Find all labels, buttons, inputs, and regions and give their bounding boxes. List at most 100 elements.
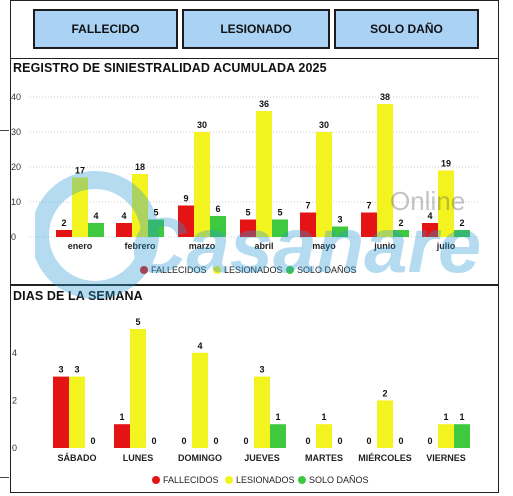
y-tick-label: 30 [11, 127, 21, 137]
data-label: 2 [61, 218, 66, 228]
data-label: 0 [427, 436, 432, 446]
data-label: 4 [93, 211, 98, 221]
bar-fallecidos [53, 376, 69, 448]
bar-lesionados [377, 400, 393, 448]
chart1-title: REGISTRO DE SINIESTRALIDAD ACUMULADA 202… [13, 61, 327, 75]
data-label: 1 [459, 412, 464, 422]
bar-fallecidos [114, 424, 130, 448]
bar-fallecidos [300, 212, 316, 237]
x-tick-label: SÁBADO [57, 453, 96, 463]
legend-marker [298, 476, 306, 484]
data-label: 0 [243, 436, 248, 446]
legend-entry: FALLECIDOS [163, 475, 219, 485]
bar-solo-daños [454, 230, 470, 237]
y-tick-label: 10 [11, 197, 21, 207]
legend-entry: LESIONADOS [236, 475, 295, 485]
data-label: 5 [153, 208, 158, 218]
bar-fallecidos [240, 219, 256, 237]
x-tick-label: MARTES [305, 453, 343, 463]
bar-solo-daños [148, 219, 164, 237]
y-tick-label: 0 [12, 443, 17, 453]
data-label: 0 [398, 436, 403, 446]
solo-dano-button[interactable]: SOLO DAÑO [334, 9, 479, 49]
x-tick-label: VIERNES [426, 453, 466, 463]
bar-lesionados [438, 170, 454, 237]
lesionado-button[interactable]: LESIONADO [182, 9, 330, 49]
data-label: 1 [119, 412, 124, 422]
bar-lesionados [194, 132, 210, 237]
bar-solo-daños [88, 223, 104, 237]
bar-lesionados [130, 329, 146, 448]
legend-entry: LESIONADOS [224, 265, 283, 275]
data-label: 0 [305, 436, 310, 446]
x-tick-label: enero [68, 241, 93, 251]
bar-fallecidos [178, 205, 194, 237]
bar-lesionados [377, 104, 393, 237]
panel-divider [10, 284, 499, 286]
bar-fallecidos [116, 223, 132, 237]
x-tick-label: junio [373, 241, 396, 251]
data-label: 0 [181, 436, 186, 446]
data-label: 2 [398, 218, 403, 228]
y-tick-label: 4 [12, 348, 17, 358]
data-label: 19 [441, 159, 451, 169]
data-label: 0 [337, 436, 342, 446]
y-tick-label: 0 [11, 232, 16, 242]
y-tick-label: 20 [11, 162, 21, 172]
x-tick-label: LUNES [123, 453, 154, 463]
data-label: 7 [366, 201, 371, 211]
data-label: 5 [277, 208, 282, 218]
data-label: 4 [121, 211, 126, 221]
data-label: 4 [197, 341, 202, 351]
x-tick-label: marzo [189, 241, 216, 251]
data-label: 1 [275, 412, 280, 422]
side-tick [0, 477, 9, 478]
data-label: 18 [135, 162, 145, 172]
bar-solo-daños [393, 230, 409, 237]
bar-lesionados [254, 376, 270, 448]
legend-marker [152, 476, 160, 484]
bar-solo-daños [332, 226, 348, 237]
data-label: 36 [259, 99, 269, 109]
legend-marker [213, 266, 221, 274]
chart2-title: DIAS DE LA SEMANA [13, 289, 143, 303]
data-label: 0 [366, 436, 371, 446]
bar-solo-daños [210, 216, 226, 237]
x-tick-label: MIÉRCOLES [358, 453, 412, 463]
legend-marker [286, 266, 294, 274]
legend-marker [140, 266, 148, 274]
bar-solo-daños [270, 424, 286, 448]
bar-lesionados [192, 352, 208, 448]
data-label: 30 [319, 120, 329, 130]
filter-bar [10, 0, 499, 59]
x-tick-label: julio [436, 241, 456, 251]
x-tick-label: abril [254, 241, 273, 251]
data-label: 1 [321, 412, 326, 422]
legend-entry: SOLO DAÑOS [297, 265, 357, 275]
bar-lesionados [316, 132, 332, 237]
bar-lesionados [256, 111, 272, 237]
data-label: 38 [380, 92, 390, 102]
bar-lesionados [69, 376, 85, 448]
bar-lesionados [438, 424, 454, 448]
legend-entry: FALLECIDOS [151, 265, 207, 275]
data-label: 6 [215, 204, 220, 214]
dashboard-frame [10, 0, 499, 493]
data-label: 3 [74, 365, 79, 375]
y-tick-label: 2 [12, 395, 17, 405]
bar-solo-daños [454, 424, 470, 448]
x-tick-label: febrero [124, 241, 156, 251]
data-label: 3 [58, 365, 63, 375]
x-tick-label: JUEVES [244, 453, 280, 463]
x-tick-label: DOMINGO [178, 453, 222, 463]
y-tick-label: 40 [11, 92, 21, 102]
data-label: 2 [459, 218, 464, 228]
bar-lesionados [316, 424, 332, 448]
data-label: 5 [245, 208, 250, 218]
x-tick-label: mayo [312, 241, 336, 251]
data-label: 2 [382, 388, 387, 398]
data-label: 9 [183, 194, 188, 204]
fallecido-button[interactable]: FALLECIDO [33, 9, 178, 49]
bar-fallecidos [361, 212, 377, 237]
